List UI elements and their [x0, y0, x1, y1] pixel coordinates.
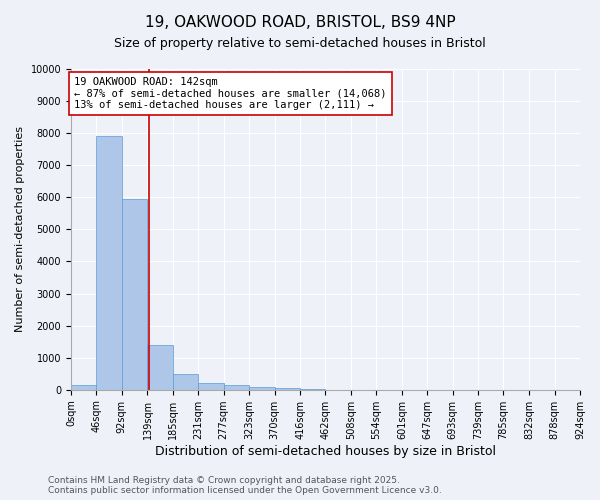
- Bar: [96, 136, 122, 390]
- Bar: [198, 382, 224, 390]
- Bar: [224, 385, 249, 390]
- Y-axis label: Number of semi-detached properties: Number of semi-detached properties: [15, 126, 25, 332]
- Bar: [173, 374, 198, 390]
- Bar: [148, 345, 173, 390]
- Bar: [122, 199, 148, 390]
- Text: 19 OAKWOOD ROAD: 142sqm
← 87% of semi-detached houses are smaller (14,068)
13% o: 19 OAKWOOD ROAD: 142sqm ← 87% of semi-de…: [74, 77, 387, 110]
- Text: 19, OAKWOOD ROAD, BRISTOL, BS9 4NP: 19, OAKWOOD ROAD, BRISTOL, BS9 4NP: [145, 15, 455, 30]
- Text: Size of property relative to semi-detached houses in Bristol: Size of property relative to semi-detach…: [114, 38, 486, 51]
- Bar: [249, 387, 275, 390]
- Bar: [275, 388, 300, 390]
- X-axis label: Distribution of semi-detached houses by size in Bristol: Distribution of semi-detached houses by …: [155, 444, 496, 458]
- Bar: [71, 385, 96, 390]
- Text: Contains HM Land Registry data © Crown copyright and database right 2025.
Contai: Contains HM Land Registry data © Crown c…: [48, 476, 442, 495]
